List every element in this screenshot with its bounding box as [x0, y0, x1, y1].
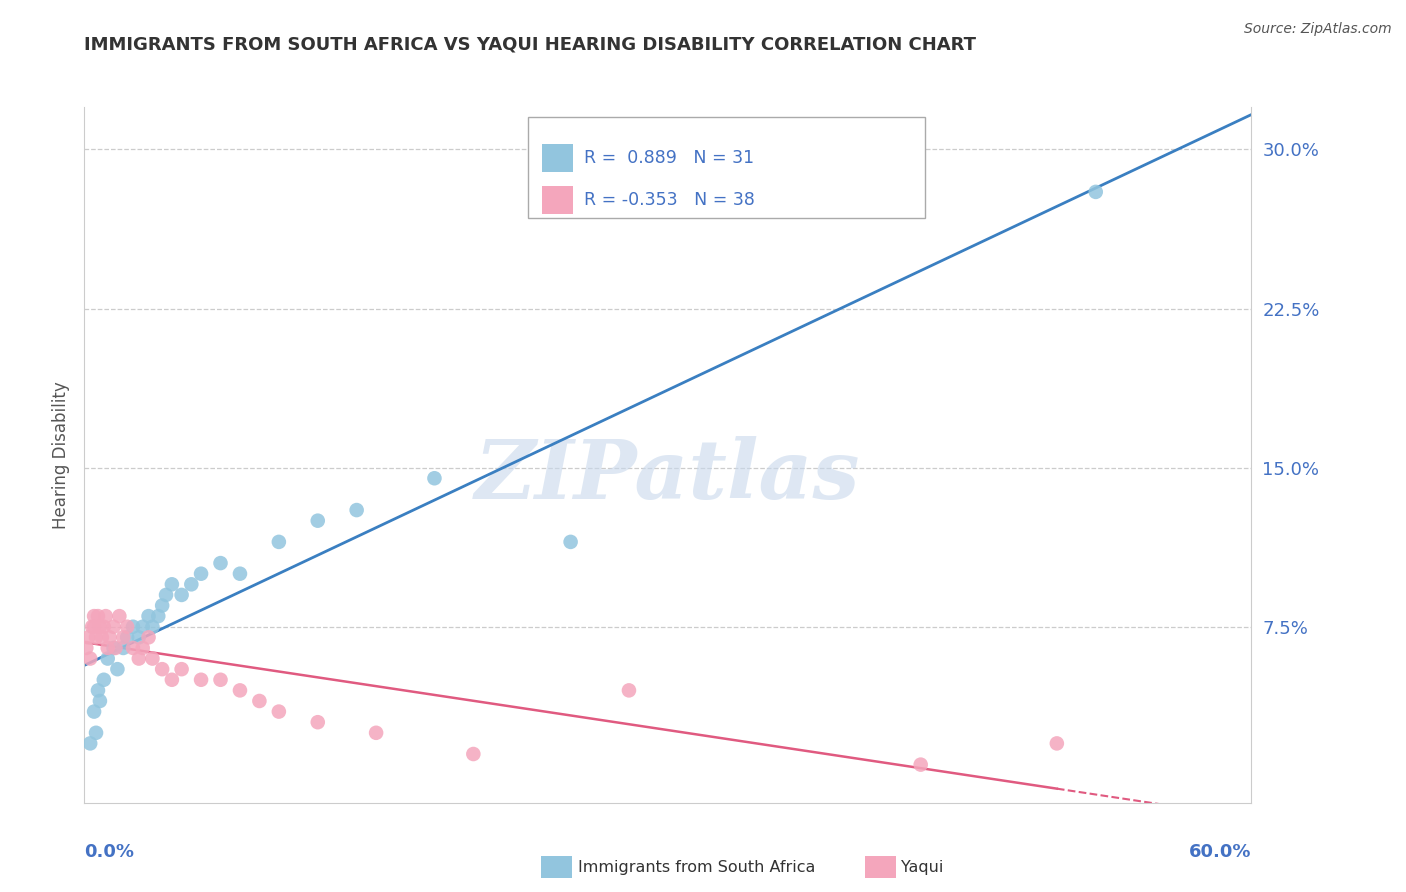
Point [87, 609, 110, 624]
Point [107, 662, 129, 676]
Point [463, 747, 485, 761]
Point [617, 683, 640, 698]
Point [79, 651, 101, 665]
Point [150, 599, 173, 613]
Point [103, 640, 125, 655]
Point [97, 651, 120, 665]
Point [77, 631, 100, 645]
Point [141, 620, 163, 634]
Point [910, 757, 932, 772]
Y-axis label: Hearing Disability: Hearing Disability [52, 381, 70, 529]
Point [190, 673, 212, 687]
Text: 60.0%: 60.0% [1189, 843, 1251, 861]
Point [98, 631, 121, 645]
Point [115, 631, 138, 645]
Text: Immigrants from South Africa: Immigrants from South Africa [578, 860, 815, 874]
Point [84, 631, 107, 645]
Point [89, 694, 111, 708]
Point [180, 577, 202, 591]
Point [138, 631, 160, 645]
Text: Source: ZipAtlas.com: Source: ZipAtlas.com [1244, 22, 1392, 37]
Point [155, 588, 177, 602]
Point [150, 662, 173, 676]
Point [75, 640, 97, 655]
Point [560, 534, 582, 549]
Point [90, 631, 112, 645]
Point [190, 566, 212, 581]
Text: R =  0.889   N = 31: R = 0.889 N = 31 [583, 149, 754, 167]
Point [160, 577, 183, 591]
Point [93, 620, 115, 634]
Point [1046, 736, 1069, 750]
Point [141, 651, 163, 665]
Point [160, 673, 183, 687]
Point [138, 609, 160, 624]
Point [209, 673, 232, 687]
Point [247, 694, 270, 708]
Point [128, 651, 150, 665]
Point [122, 640, 145, 655]
Text: R = -0.353   N = 38: R = -0.353 N = 38 [583, 191, 755, 210]
Point [229, 566, 252, 581]
Point [104, 640, 127, 655]
Point [307, 715, 329, 730]
Point [128, 631, 150, 645]
Point [229, 683, 252, 698]
Point [108, 609, 131, 624]
Point [115, 620, 138, 634]
Point [89, 620, 111, 634]
Point [112, 640, 135, 655]
Text: IMMIGRANTS FROM SOUTH AFRICA VS YAQUI HEARING DISABILITY CORRELATION CHART: IMMIGRANTS FROM SOUTH AFRICA VS YAQUI HE… [84, 36, 976, 54]
Point [366, 726, 388, 740]
Point [83, 620, 105, 634]
Point [132, 620, 155, 634]
Point [83, 609, 105, 624]
Point [83, 705, 105, 719]
Point [94, 609, 117, 624]
Point [97, 640, 120, 655]
Text: 0.0%: 0.0% [84, 843, 135, 861]
Point [1084, 185, 1107, 199]
Point [84, 726, 107, 740]
Point [82, 620, 104, 634]
Text: ZIPatlas: ZIPatlas [475, 436, 860, 516]
Point [148, 609, 170, 624]
Point [122, 620, 145, 634]
Point [307, 514, 329, 528]
Point [346, 503, 368, 517]
Point [103, 620, 125, 634]
Point [267, 534, 290, 549]
Point [170, 662, 193, 676]
Point [267, 705, 290, 719]
Point [112, 631, 135, 645]
Point [87, 683, 110, 698]
Point [79, 736, 101, 750]
Point [132, 640, 155, 655]
Text: Yaqui: Yaqui [901, 860, 943, 874]
Point [93, 673, 115, 687]
Point [423, 471, 446, 485]
Point [170, 588, 193, 602]
Point [209, 556, 232, 570]
